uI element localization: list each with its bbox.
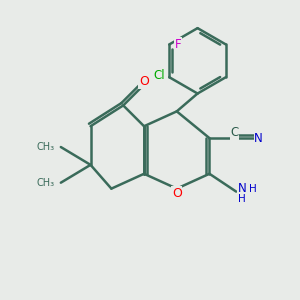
Text: H: H [249,184,256,194]
Text: C: C [231,126,239,139]
Text: O: O [172,187,182,200]
Text: F: F [175,38,181,51]
Text: N: N [238,182,247,195]
Text: H: H [238,194,246,204]
Text: CH₃: CH₃ [37,142,55,152]
Text: N: N [254,132,263,145]
Text: O: O [139,75,149,88]
Text: Cl: Cl [153,69,165,82]
Text: CH₃: CH₃ [37,178,55,188]
